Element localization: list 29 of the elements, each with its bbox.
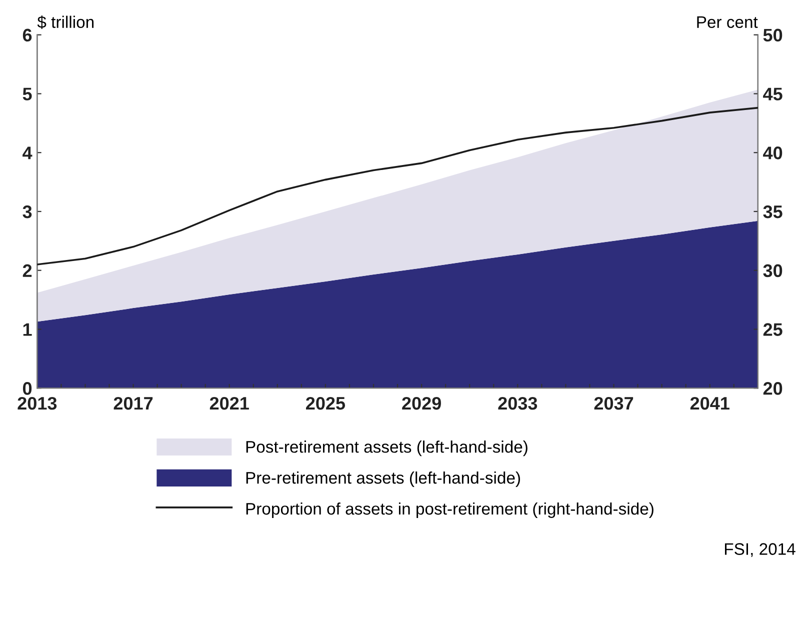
y2-tick-label: 45 [763, 88, 782, 100]
x-tick-label: 2029 [402, 396, 441, 410]
line-series [37, 106, 758, 266]
y-tick-label: 2 [22, 264, 32, 277]
x-tick-label: 2021 [210, 396, 249, 410]
x-tick-label: 2017 [114, 396, 153, 410]
x-tick-label: 2037 [594, 396, 634, 410]
x-tick-label: 2033 [498, 396, 538, 410]
legend-label: Proportion of assets in post-retirement (right-hand-side) [246, 502, 654, 518]
y2-tick-label: 35 [763, 205, 782, 218]
y-tick-label: 1 [23, 323, 32, 336]
y2-tick-label: 20 [763, 382, 782, 395]
legend-label: Pre-retirement assets (left-hand-side) [246, 472, 520, 488]
x-tick-label: 2041 [690, 396, 730, 410]
y2-tick-label: 40 [763, 146, 782, 160]
y-tick-label: 5 [22, 88, 32, 100]
y2-tick-label: 25 [763, 323, 782, 336]
y-tick-label: 0 [22, 382, 32, 395]
y-tick-label: 6 [22, 28, 32, 42]
y2-axis-title: Per cent [697, 16, 758, 28]
x-tick-label: 2013 [18, 396, 57, 410]
text: FSI, 2014 [724, 543, 796, 557]
x-tick-label: 2025 [306, 396, 346, 410]
y-tick-label: 3 [22, 205, 32, 218]
legend-label: Post-retirement assets (left-hand-side) [246, 440, 528, 456]
y-axis-title: $ trillion [37, 16, 94, 29]
y2-tick-label: 50 [763, 28, 782, 42]
y-tick-label: 4 [22, 146, 32, 160]
y2-tick-label: 30 [763, 264, 782, 278]
